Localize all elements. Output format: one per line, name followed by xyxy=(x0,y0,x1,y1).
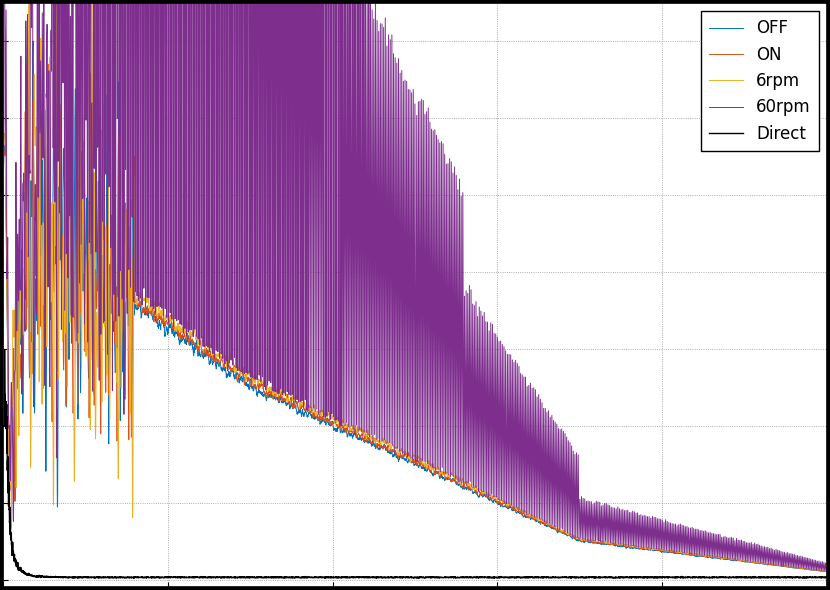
6rpm xyxy=(0,130,9,137)
OFF xyxy=(149,313,159,320)
OFF xyxy=(493,501,503,508)
Legend: OFF, ON, 6rpm, 60rpm, Direct: OFF, ON, 6rpm, 60rpm, Direct xyxy=(701,11,819,151)
Line: OFF: OFF xyxy=(4,41,828,572)
Direct xyxy=(332,575,342,582)
Direct xyxy=(823,574,830,581)
OFF xyxy=(823,568,830,575)
60rpm xyxy=(676,543,686,550)
OFF xyxy=(28,38,38,45)
ON xyxy=(314,415,324,422)
60rpm xyxy=(149,143,159,150)
ON xyxy=(822,568,830,575)
OFF xyxy=(676,550,686,557)
60rpm xyxy=(535,491,544,499)
6rpm xyxy=(823,568,830,575)
ON xyxy=(535,519,544,526)
6rpm xyxy=(613,542,623,549)
6rpm xyxy=(493,496,503,503)
60rpm xyxy=(493,464,503,471)
ON xyxy=(0,151,9,158)
OFF xyxy=(613,543,623,550)
Line: Direct: Direct xyxy=(4,350,828,578)
ON xyxy=(149,318,159,325)
6rpm xyxy=(149,298,159,305)
60rpm xyxy=(613,533,623,540)
Direct xyxy=(0,346,10,353)
ON xyxy=(613,542,623,549)
ON xyxy=(676,549,686,556)
ON xyxy=(22,30,32,37)
6rpm xyxy=(535,515,544,522)
6rpm xyxy=(822,568,830,575)
6rpm xyxy=(314,411,324,418)
Line: ON: ON xyxy=(4,33,828,572)
Direct xyxy=(535,574,544,581)
OFF xyxy=(822,568,830,575)
60rpm xyxy=(823,568,830,575)
ON xyxy=(493,499,503,506)
6rpm xyxy=(676,549,686,556)
Direct xyxy=(0,422,9,430)
Line: 6rpm: 6rpm xyxy=(4,0,828,572)
OFF xyxy=(0,142,9,149)
Direct xyxy=(493,573,503,581)
Direct xyxy=(314,574,324,581)
Line: 60rpm: 60rpm xyxy=(4,0,828,572)
60rpm xyxy=(314,146,324,153)
Direct xyxy=(676,573,686,581)
Direct xyxy=(149,574,159,581)
OFF xyxy=(535,518,544,525)
OFF xyxy=(314,415,324,422)
Direct xyxy=(613,573,623,581)
ON xyxy=(823,568,830,575)
